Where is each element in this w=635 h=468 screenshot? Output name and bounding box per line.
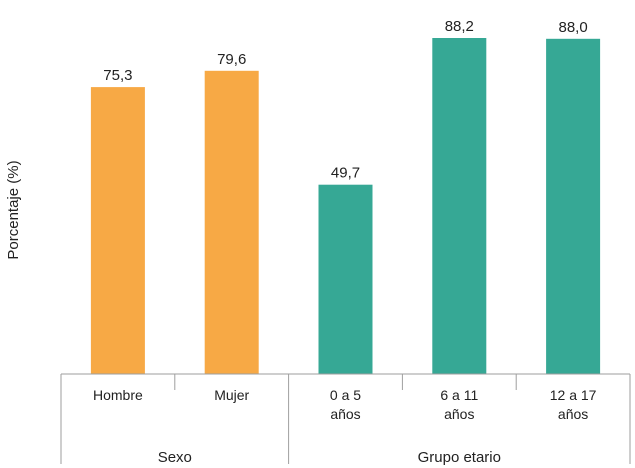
y-axis-label: Porcentaje (%) (5, 160, 22, 259)
bar-2 (318, 184, 373, 374)
labels-layer: 75,3 Hombre 79,6 Mujer 49,7 0 a 5 años 88,2 6 a … (93, 18, 597, 466)
category-label-1-0: Mujer (214, 387, 249, 403)
group-label-1: Grupo etario (418, 449, 501, 466)
bar-1 (204, 70, 259, 375)
category-label-0-0: Hombre (93, 387, 143, 403)
value-label-0: 75,3 (103, 67, 132, 84)
bar-0 (90, 87, 145, 374)
bar-3 (432, 38, 487, 374)
group-label-0: Sexo (158, 449, 192, 466)
bar-4 (546, 38, 601, 375)
value-label-2: 49,7 (331, 165, 360, 182)
value-label-1: 79,6 (217, 51, 246, 68)
axes-layer (60, 373, 631, 464)
category-label-2-0: 0 a 5 (330, 387, 361, 403)
category-label-4-1: años (558, 406, 588, 422)
category-label-4-0: 12 a 17 (550, 387, 597, 403)
category-label-3-0: 6 a 11 (440, 387, 478, 403)
value-label-3: 88,2 (445, 18, 474, 35)
value-label-4: 88,0 (558, 19, 587, 36)
category-label-3-1: años (444, 406, 474, 422)
bars-layer (90, 38, 601, 375)
category-label-2-1: años (330, 406, 360, 422)
